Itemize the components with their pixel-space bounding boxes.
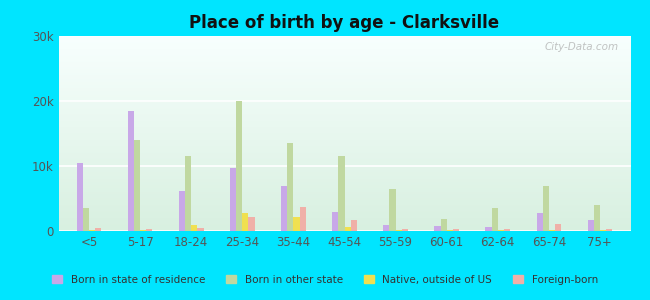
Bar xyxy=(447,230,453,231)
Bar xyxy=(555,224,561,231)
Bar xyxy=(191,225,198,231)
Bar xyxy=(389,189,396,231)
Bar xyxy=(281,185,287,231)
Title: Place of birth by age - Clarksville: Place of birth by age - Clarksville xyxy=(189,14,500,32)
Bar xyxy=(96,228,101,231)
Bar xyxy=(77,163,83,231)
Bar xyxy=(402,229,408,231)
Bar xyxy=(339,156,345,231)
Bar xyxy=(543,185,549,231)
Bar xyxy=(549,230,555,231)
Bar xyxy=(600,230,606,231)
Bar xyxy=(332,212,339,231)
Bar xyxy=(498,230,504,231)
Bar xyxy=(396,230,402,231)
Bar xyxy=(185,156,191,231)
Text: City-Data.com: City-Data.com xyxy=(545,42,619,52)
Bar xyxy=(344,227,350,231)
Bar xyxy=(606,229,612,231)
Bar xyxy=(179,191,185,231)
Bar xyxy=(350,220,357,231)
Bar xyxy=(434,226,441,231)
Bar xyxy=(248,217,255,231)
Bar xyxy=(300,207,306,231)
Bar xyxy=(89,230,96,231)
Bar xyxy=(593,205,600,231)
Legend: Born in state of residence, Born in other state, Native, outside of US, Foreign-: Born in state of residence, Born in othe… xyxy=(48,271,602,289)
Bar xyxy=(453,229,459,231)
Bar xyxy=(588,220,593,231)
Bar xyxy=(140,230,146,231)
Bar xyxy=(293,217,300,231)
Bar xyxy=(486,227,491,231)
Bar xyxy=(536,213,543,231)
Bar xyxy=(230,168,236,231)
Bar xyxy=(384,224,389,231)
Bar xyxy=(128,111,134,231)
Bar xyxy=(441,219,447,231)
Bar xyxy=(287,143,293,231)
Bar xyxy=(491,208,498,231)
Bar xyxy=(242,214,248,231)
Bar xyxy=(83,208,89,231)
Bar xyxy=(146,229,153,231)
Bar xyxy=(236,101,242,231)
Bar xyxy=(504,229,510,231)
Bar xyxy=(198,228,203,231)
Bar xyxy=(134,140,140,231)
